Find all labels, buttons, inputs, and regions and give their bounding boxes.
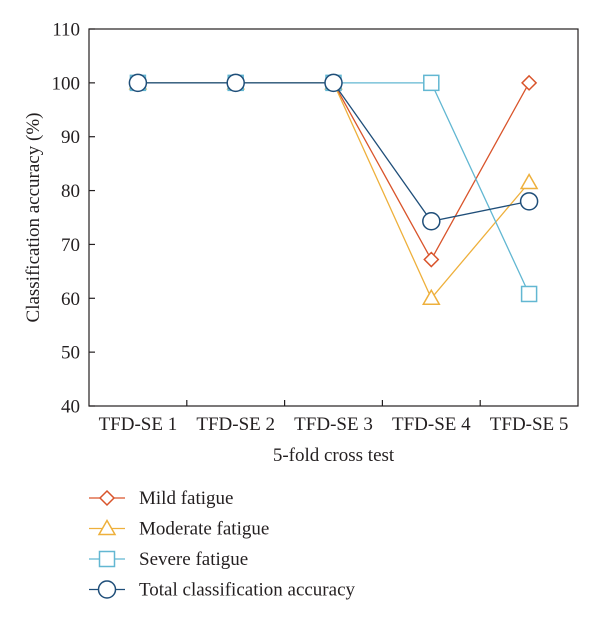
data-point: [422, 288, 441, 306]
x-tick-label: TFD-SE 3: [294, 414, 373, 435]
series-moderate-fatigue: [128, 73, 539, 306]
data-point: [519, 172, 539, 190]
data-point: [519, 192, 539, 211]
data-point: [423, 74, 440, 92]
legend-marker: [97, 580, 117, 599]
series-line: [137, 82, 530, 222]
y-tick-label: 40: [61, 397, 80, 418]
y-tick-label: 110: [52, 20, 80, 41]
legend-item: Mild fatigue: [89, 488, 233, 509]
y-tick-label: 70: [61, 235, 80, 256]
data-point: [422, 212, 441, 231]
series-severe-fatigue: [129, 74, 538, 303]
y-tick-label: 100: [52, 73, 81, 94]
y-axis: 40 50 60 70 80 90 100 110: [52, 20, 95, 418]
legend-label: Severe fatigue: [139, 549, 248, 570]
data-point: [226, 73, 245, 93]
legend-label: Total classification accuracy: [139, 580, 356, 601]
legend-marker: [98, 489, 116, 507]
series-mild-fatigue: [129, 74, 538, 268]
series-line: [137, 82, 530, 261]
series-line: [137, 82, 530, 300]
legend-item: Severe fatigue: [89, 549, 248, 570]
y-tick-label: 50: [61, 343, 80, 364]
legend-label: Moderate fatigue: [139, 519, 269, 540]
y-axis-label: Classification accuracy (%): [23, 113, 44, 323]
legend-label: Mild fatigue: [139, 488, 233, 509]
legend-marker: [97, 518, 117, 536]
x-tick-label: TFD-SE 5: [490, 414, 569, 435]
legend-item: Total classification accuracy: [89, 580, 356, 601]
data-point: [324, 73, 343, 93]
y-tick-label: 90: [61, 127, 80, 148]
data-point: [520, 285, 538, 303]
legend-marker: [98, 550, 116, 568]
series-total-classification-accuracy: [128, 73, 539, 231]
x-axis-label: 5-fold cross test: [273, 445, 395, 466]
x-tick-label: TFD-SE 1: [99, 414, 178, 435]
data-point: [423, 251, 440, 268]
data-point: [128, 73, 148, 93]
y-tick-label: 80: [61, 181, 80, 202]
y-tick-label: 60: [61, 289, 80, 310]
x-axis: TFD-SE 1 TFD-SE 2 TFD-SE 3 TFD-SE 4 TFD-SE 5: [99, 400, 569, 435]
x-tick-label: TFD-SE 2: [196, 414, 275, 435]
plot-frame: [88, 28, 579, 407]
legend: Mild fatigue Moderate fatigue Severe fatig…: [89, 488, 356, 601]
data-point: [521, 74, 538, 91]
legend-item: Moderate fatigue: [89, 519, 269, 540]
series-layer: [128, 73, 539, 306]
x-tick-label: TFD-SE 4: [392, 414, 471, 435]
